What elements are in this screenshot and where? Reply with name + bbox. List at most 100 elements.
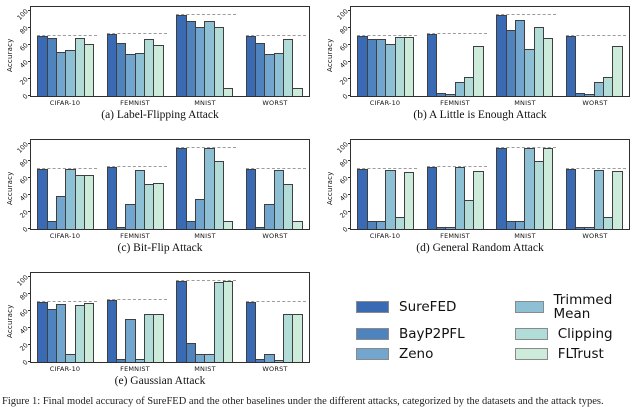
- legend-item-trimmed-mean: Trimmed Mean: [514, 293, 640, 321]
- bar-group-worst: [240, 273, 310, 362]
- bar-group-mnist: [490, 140, 560, 229]
- bar-group-worst: [240, 140, 310, 229]
- bar-surefed: [426, 167, 438, 229]
- bar-surefed: [37, 168, 48, 229]
- bar-surefed: [176, 280, 187, 362]
- bar-fltrust: [83, 302, 95, 362]
- bar-group-mnist: [490, 7, 560, 96]
- y-tick-mark: [348, 78, 351, 80]
- bar-group-cifar-10: [31, 7, 101, 96]
- x-tick-label: WORST: [262, 232, 288, 240]
- bar-fltrust: [222, 88, 234, 96]
- baseline-dashed-line: [106, 166, 167, 168]
- y-tick-mark: [28, 310, 31, 312]
- bar-group-femnist: [101, 273, 171, 362]
- subplot-d-general-random: Accuracy 0 20 40 60 80 100 CIFAR-10 FEMNIST MNIST…: [320, 133, 640, 266]
- plot-area: 0 20 40 60 80 100: [335, 139, 630, 234]
- bar-clipping: [213, 27, 224, 96]
- y-tick-label: 100: [15, 140, 30, 156]
- y-tick-mark: [28, 160, 31, 162]
- legend-swatch-zeno: [356, 348, 389, 360]
- bar-group-worst: [560, 140, 630, 229]
- baseline-dashed-line: [176, 279, 237, 281]
- legend-item-clipping: Clipping: [514, 327, 640, 341]
- bar-group-cifar-10: [351, 7, 421, 96]
- bar-fltrust: [292, 313, 303, 362]
- x-tick-labels: CIFAR-10 FEMNIST MNIST WORST: [30, 365, 310, 373]
- x-tick-label: MNIST: [194, 99, 216, 107]
- y-tick-label: 100: [15, 7, 30, 23]
- bar-group-worst: [240, 7, 310, 96]
- x-tick-label: CIFAR-10: [369, 232, 401, 240]
- x-tick-label: FEMNIST: [120, 365, 150, 373]
- y-tick-mark: [28, 228, 31, 229]
- plot-area: 0 20 40 60 80 100: [15, 272, 310, 367]
- y-tick-mark: [28, 177, 31, 179]
- subplot-caption: (a) Label-Flipping Attack: [101, 109, 219, 121]
- bar-group-cifar-10: [351, 140, 421, 229]
- bar-cluster: [106, 140, 164, 229]
- bar-cluster: [426, 140, 484, 229]
- bar-surefed: [357, 168, 368, 229]
- subplot-c-bit-flip: Accuracy 0 20 40 60 80 100 CIFAR-10 FEMNIST MNIST…: [0, 133, 320, 266]
- bar-group-mnist: [170, 7, 240, 96]
- y-tick-mark: [348, 177, 351, 179]
- legend-item-surefed: SureFED: [356, 293, 465, 321]
- bar-group-mnist: [170, 273, 240, 362]
- y-tick-mark: [28, 95, 31, 96]
- bar-fltrust: [222, 280, 234, 362]
- y-tick-mark: [348, 228, 351, 229]
- bar-surefed: [106, 167, 118, 229]
- x-tick-label: FEMNIST: [440, 232, 470, 240]
- bar-cluster: [37, 273, 95, 362]
- bar-surefed: [496, 147, 507, 229]
- baseline-dashed-line: [37, 34, 98, 36]
- baseline-dashed-line: [245, 167, 306, 169]
- bar-clipping: [213, 161, 224, 229]
- bar-cluster: [426, 7, 484, 96]
- y-tick-mark: [348, 194, 351, 196]
- y-tick-mark: [28, 276, 31, 278]
- bar-fltrust: [612, 171, 623, 229]
- bar-group-cifar-10: [31, 140, 101, 229]
- bar-cluster: [245, 7, 303, 96]
- x-tick-label: FEMNIST: [440, 99, 470, 107]
- subplot-caption: (e) Gaussian Attack: [114, 375, 206, 387]
- y-tick-label: 100: [335, 140, 350, 156]
- baseline-dashed-line: [426, 166, 487, 168]
- subplot-caption: (d) General Random Attack: [416, 242, 544, 254]
- y-tick-mark: [28, 211, 31, 213]
- legend-swatch-fltrust: [514, 348, 548, 360]
- legend-item-fltrust: FLTrust: [514, 347, 640, 361]
- y-axis-label: Accuracy: [6, 304, 14, 338]
- baseline-dashed-line: [176, 146, 237, 148]
- bar-cluster: [37, 7, 95, 96]
- legend-label-bayp2pfl: BayP2PFL: [399, 326, 465, 342]
- x-tick-label: FEMNIST: [120, 232, 150, 240]
- y-tick-mark: [28, 10, 31, 12]
- bar-fltrust: [83, 174, 95, 229]
- baseline-dashed-line: [496, 13, 557, 15]
- y-tick-mark: [28, 44, 31, 46]
- x-tick-label: CIFAR-10: [49, 365, 81, 373]
- baseline-dashed-line: [106, 33, 167, 35]
- y-tick-mark: [28, 293, 31, 295]
- legend: SureFED Trimmed Mean BayP2PFL Clipping Z…: [356, 293, 640, 361]
- y-axis-label: Accuracy: [326, 171, 334, 205]
- figure-caption: Figure 1: Final model accuracy of SureFE…: [2, 396, 604, 407]
- y-tick-mark: [348, 27, 351, 29]
- bar-fltrust: [153, 45, 164, 96]
- x-tick-label: CIFAR-10: [49, 232, 81, 240]
- subplot-caption: (c) Bit-Flip Attack: [117, 242, 203, 254]
- bar-cluster: [176, 7, 234, 96]
- bar-cluster: [496, 7, 554, 96]
- bar-trimmed-mean: [385, 169, 396, 229]
- bar-fltrust: [542, 147, 554, 229]
- bar-group-mnist: [170, 140, 240, 229]
- bar-cluster: [496, 140, 554, 229]
- plot-area: 0 20 40 60 80 100: [15, 139, 310, 234]
- legend-item-zeno: Zeno: [356, 347, 465, 361]
- bar-surefed: [565, 35, 577, 96]
- subplot-caption: (b) A Little is Enough Attack: [413, 109, 547, 121]
